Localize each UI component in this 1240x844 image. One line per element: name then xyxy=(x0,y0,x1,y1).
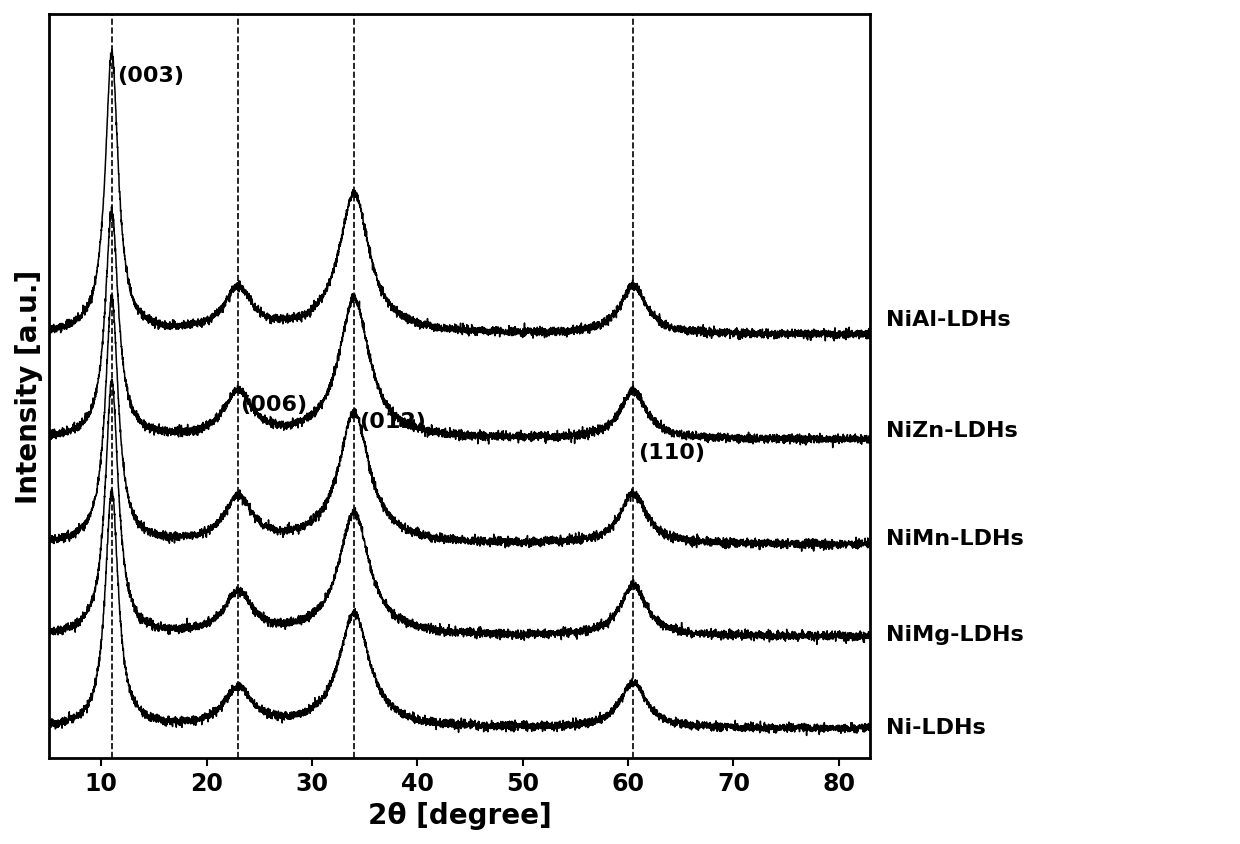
Text: NiAl-LDHs: NiAl-LDHs xyxy=(887,310,1011,329)
Text: (012): (012) xyxy=(360,412,427,431)
Text: NiMn-LDHs: NiMn-LDHs xyxy=(887,528,1024,548)
Y-axis label: Intensity [a.u.]: Intensity [a.u.] xyxy=(15,270,43,504)
Text: (006): (006) xyxy=(241,394,308,414)
X-axis label: 2θ [degree]: 2θ [degree] xyxy=(367,801,552,829)
Text: NiMg-LDHs: NiMg-LDHs xyxy=(887,625,1024,644)
Text: (003): (003) xyxy=(117,66,184,86)
Text: NiZn-LDHs: NiZn-LDHs xyxy=(887,420,1018,441)
Text: Ni-LDHs: Ni-LDHs xyxy=(887,717,986,737)
Text: (110): (110) xyxy=(639,442,706,463)
